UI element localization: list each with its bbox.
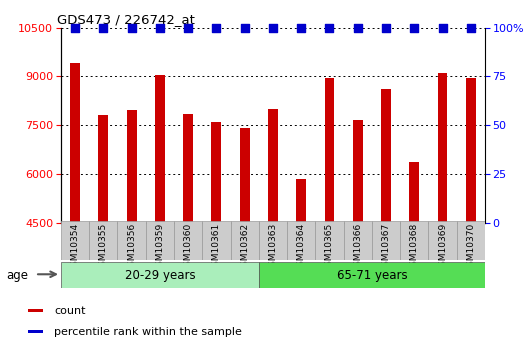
Text: GSM10365: GSM10365 bbox=[325, 223, 334, 272]
Bar bbox=[400, 221, 428, 260]
Bar bbox=[372, 221, 400, 260]
Text: GSM10355: GSM10355 bbox=[99, 223, 108, 272]
Point bbox=[212, 25, 220, 30]
Text: GSM10356: GSM10356 bbox=[127, 223, 136, 272]
Text: GSM10367: GSM10367 bbox=[382, 223, 391, 272]
Text: GSM10369: GSM10369 bbox=[438, 223, 447, 272]
Bar bbox=[259, 221, 287, 260]
Text: GSM10363: GSM10363 bbox=[269, 223, 277, 272]
Point bbox=[127, 25, 136, 30]
Bar bbox=[118, 221, 146, 260]
Point bbox=[71, 25, 80, 30]
Text: GSM10360: GSM10360 bbox=[184, 223, 192, 272]
Text: GSM10366: GSM10366 bbox=[354, 223, 362, 272]
Text: 65-71 years: 65-71 years bbox=[337, 269, 407, 282]
Text: GSM10364: GSM10364 bbox=[297, 223, 306, 272]
Text: GSM10361: GSM10361 bbox=[212, 223, 221, 272]
Bar bbox=[315, 221, 343, 260]
Bar bbox=[409, 162, 419, 223]
Text: 20-29 years: 20-29 years bbox=[125, 269, 195, 282]
Point bbox=[99, 25, 108, 30]
Bar bbox=[343, 221, 372, 260]
Bar bbox=[99, 115, 108, 223]
Point bbox=[382, 25, 390, 30]
Bar bbox=[457, 221, 485, 260]
Text: GDS473 / 226742_at: GDS473 / 226742_at bbox=[57, 13, 195, 27]
Bar bbox=[89, 221, 118, 260]
Point bbox=[438, 25, 447, 30]
Bar bbox=[438, 73, 447, 223]
Bar bbox=[231, 221, 259, 260]
Bar bbox=[324, 78, 334, 223]
Bar bbox=[259, 262, 485, 288]
Point bbox=[297, 25, 305, 30]
Bar bbox=[183, 114, 193, 223]
Point bbox=[325, 25, 334, 30]
Bar bbox=[428, 221, 457, 260]
Bar bbox=[381, 89, 391, 223]
Point bbox=[354, 25, 362, 30]
Text: GSM10370: GSM10370 bbox=[466, 223, 475, 272]
Bar bbox=[146, 221, 174, 260]
Bar bbox=[466, 78, 476, 223]
Text: age: age bbox=[6, 269, 29, 283]
Bar bbox=[211, 122, 222, 223]
Bar bbox=[287, 221, 315, 260]
Point bbox=[241, 25, 249, 30]
Bar bbox=[61, 221, 89, 260]
Bar bbox=[28, 330, 42, 333]
Bar bbox=[70, 63, 80, 223]
Bar bbox=[268, 109, 278, 223]
Bar bbox=[28, 309, 42, 312]
Bar bbox=[174, 221, 202, 260]
Bar bbox=[353, 120, 363, 223]
Bar bbox=[127, 110, 137, 223]
Point bbox=[156, 25, 164, 30]
Bar bbox=[61, 262, 259, 288]
Point bbox=[269, 25, 277, 30]
Point bbox=[410, 25, 419, 30]
Text: GSM10362: GSM10362 bbox=[240, 223, 249, 272]
Bar bbox=[240, 128, 250, 223]
Point bbox=[466, 25, 475, 30]
Text: GSM10359: GSM10359 bbox=[155, 223, 164, 272]
Text: percentile rank within the sample: percentile rank within the sample bbox=[55, 327, 242, 337]
Bar bbox=[296, 179, 306, 223]
Bar bbox=[202, 221, 231, 260]
Text: count: count bbox=[55, 306, 86, 316]
Point bbox=[184, 25, 192, 30]
Text: GSM10368: GSM10368 bbox=[410, 223, 419, 272]
Text: GSM10354: GSM10354 bbox=[70, 223, 80, 272]
Bar bbox=[155, 75, 165, 223]
